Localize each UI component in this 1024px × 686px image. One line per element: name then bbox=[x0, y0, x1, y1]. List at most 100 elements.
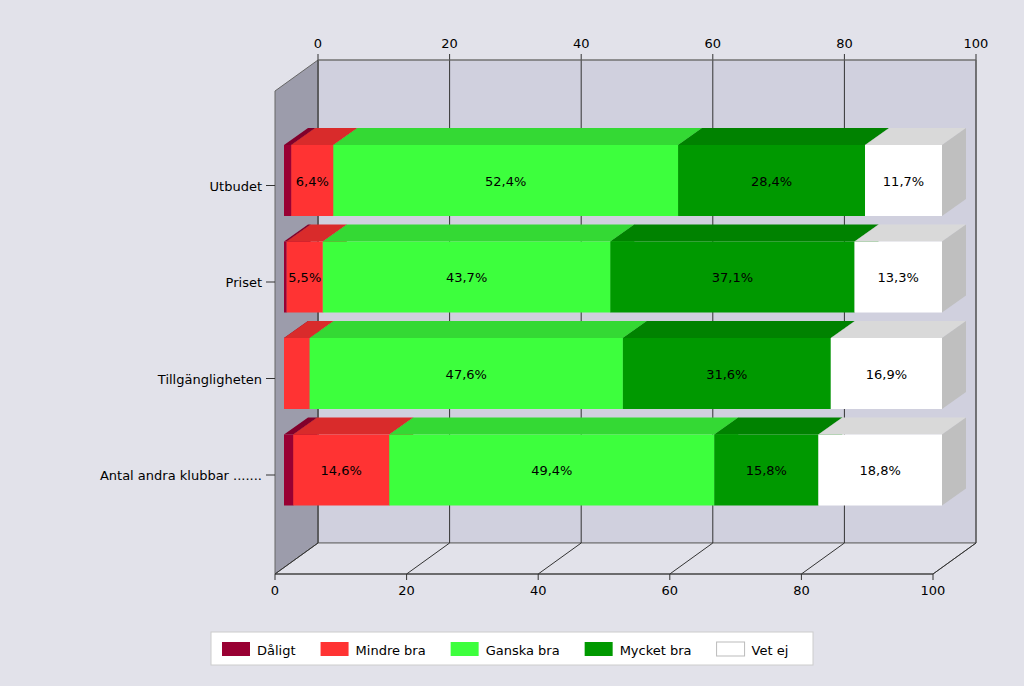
grid-line bbox=[976, 60, 977, 543]
data-label: 14,6% bbox=[321, 463, 362, 478]
bar bbox=[310, 338, 623, 409]
axis-line bbox=[318, 60, 976, 61]
legend-swatch bbox=[451, 642, 479, 656]
tick-label: 20 bbox=[398, 583, 415, 598]
tick-mark bbox=[318, 54, 319, 60]
grid-line bbox=[801, 543, 844, 574]
legend-swatch bbox=[321, 642, 349, 656]
tick-label: 80 bbox=[836, 36, 853, 51]
tick-mark bbox=[801, 574, 802, 580]
bar bbox=[831, 338, 942, 409]
legend-label: Mycket bra bbox=[620, 643, 692, 658]
legend-swatch bbox=[222, 642, 250, 656]
tick-label: 40 bbox=[530, 583, 547, 598]
tick-mark bbox=[581, 54, 582, 60]
bar bbox=[714, 435, 818, 506]
tick-mark bbox=[669, 574, 670, 580]
bar bbox=[284, 242, 287, 313]
legend-label: Vet ej bbox=[752, 643, 789, 658]
tick-label: 100 bbox=[921, 583, 946, 598]
bar-top bbox=[310, 321, 647, 338]
bar bbox=[678, 145, 865, 216]
category-label: Antal andra klubbar ....... bbox=[100, 468, 262, 483]
bar-top bbox=[623, 321, 855, 338]
tick-mark bbox=[449, 54, 450, 60]
category-tick bbox=[266, 282, 275, 283]
category-label: Utbudet bbox=[210, 179, 262, 194]
back-wall bbox=[318, 60, 976, 543]
data-label: 37,1% bbox=[712, 270, 753, 285]
legend-label: Dåligt bbox=[257, 643, 296, 658]
chart: 0020204040606080801001006,4%52,4%28,4%11… bbox=[0, 0, 1024, 686]
bar bbox=[287, 242, 323, 313]
bar bbox=[854, 242, 942, 313]
tick-label: 0 bbox=[314, 36, 322, 51]
grid-line bbox=[670, 543, 713, 574]
bar-side bbox=[942, 225, 966, 313]
bar-top bbox=[678, 128, 889, 145]
bar bbox=[284, 338, 310, 409]
bar bbox=[284, 435, 293, 506]
data-label: 5,5% bbox=[288, 270, 321, 285]
legend: Dåligt Mindre bra Ganska bra Mycket bra Vet … bbox=[211, 632, 813, 665]
floor bbox=[275, 543, 976, 574]
bar-side bbox=[942, 128, 966, 216]
category-tick bbox=[266, 185, 275, 186]
bar-top bbox=[818, 418, 966, 435]
data-label: 49,4% bbox=[531, 463, 572, 478]
tick-mark bbox=[538, 574, 539, 580]
legend-swatch bbox=[717, 642, 745, 656]
data-label: 11,7% bbox=[883, 174, 924, 189]
data-label: 47,6% bbox=[446, 367, 487, 382]
tick-label: 80 bbox=[793, 583, 810, 598]
tick-mark bbox=[406, 574, 407, 580]
axis-line bbox=[275, 574, 933, 575]
bar-top bbox=[389, 418, 738, 435]
bar bbox=[623, 338, 831, 409]
legend-box bbox=[211, 632, 813, 665]
tick-mark bbox=[933, 574, 934, 580]
grid-line bbox=[933, 543, 976, 574]
category-label: Priset bbox=[226, 275, 262, 290]
bar bbox=[333, 145, 678, 216]
tick-mark bbox=[844, 54, 845, 60]
bar-side bbox=[942, 321, 966, 409]
tick-label: 60 bbox=[705, 36, 722, 51]
tick-label: 40 bbox=[573, 36, 590, 51]
data-label: 43,7% bbox=[446, 270, 487, 285]
tick-mark bbox=[712, 54, 713, 60]
bar-top bbox=[610, 225, 878, 242]
tick-label: 60 bbox=[662, 583, 679, 598]
category-tick bbox=[266, 378, 275, 379]
bar-top bbox=[323, 225, 635, 242]
data-labels: 6,4%52,4%28,4%11,7%5,5%43,7%37,1%13,3%47… bbox=[288, 174, 924, 479]
bar-top bbox=[333, 128, 702, 145]
data-label: 13,3% bbox=[878, 270, 919, 285]
tick-label: 20 bbox=[441, 36, 458, 51]
data-label: 52,4% bbox=[485, 174, 526, 189]
bars bbox=[284, 128, 966, 506]
legend-swatch bbox=[585, 642, 613, 656]
background bbox=[0, 0, 1024, 686]
bar-side bbox=[942, 418, 966, 506]
data-label: 16,9% bbox=[866, 367, 907, 382]
category-label: Tillgängligheten bbox=[157, 372, 262, 387]
bar bbox=[284, 145, 291, 216]
bar bbox=[389, 435, 714, 506]
legend-label: Mindre bra bbox=[356, 643, 426, 658]
grid-line bbox=[275, 543, 318, 574]
bar bbox=[610, 242, 854, 313]
bar bbox=[818, 435, 942, 506]
bar bbox=[293, 435, 389, 506]
legend-label: Ganska bra bbox=[486, 643, 560, 658]
tick-label: 100 bbox=[964, 36, 989, 51]
tick-mark bbox=[976, 54, 977, 60]
bar bbox=[865, 145, 942, 216]
data-label: 18,8% bbox=[859, 463, 900, 478]
grid-line bbox=[407, 543, 450, 574]
grid-line bbox=[538, 543, 581, 574]
tick-label: 0 bbox=[271, 583, 279, 598]
data-label: 31,6% bbox=[706, 367, 747, 382]
data-label: 28,4% bbox=[751, 174, 792, 189]
category-tick bbox=[266, 475, 275, 476]
